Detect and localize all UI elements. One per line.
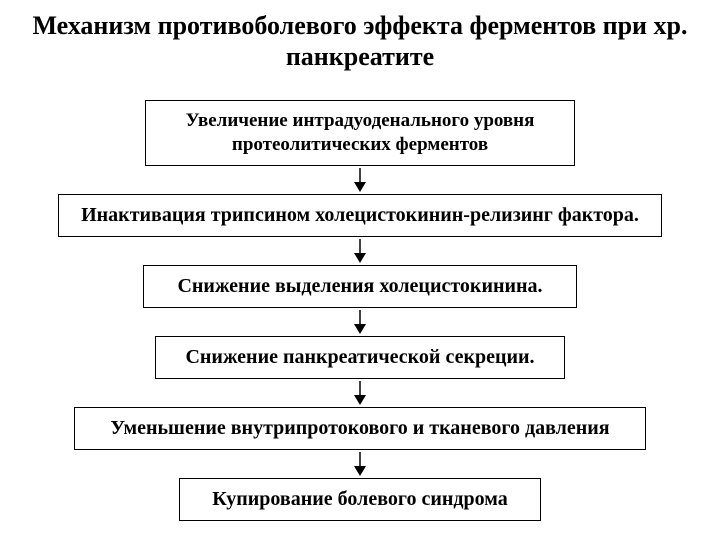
flow-box-1: Инактивация трипсином холецистокинин-рел… bbox=[58, 194, 662, 237]
flow-box-0-text: Увеличение интрадуоденального уровня про… bbox=[164, 109, 556, 157]
flow-box-2: Снижение выделения холецистокинина. bbox=[143, 265, 577, 308]
flow-box-1-text: Инактивация трипсином холецистокинин-рел… bbox=[81, 203, 639, 228]
flow-box-5-text: Купирование болевого синдрома bbox=[212, 487, 508, 512]
flow-box-5: Купирование болевого синдрома bbox=[179, 478, 541, 521]
arrow-4 bbox=[353, 450, 367, 478]
arrow-0 bbox=[353, 166, 367, 194]
arrow-down-icon bbox=[353, 168, 367, 192]
arrow-3 bbox=[353, 379, 367, 407]
flow-box-4: Уменьшение внутрипротокового и тканевого… bbox=[74, 407, 646, 450]
page: Механизм противоболевого эффекта фермент… bbox=[0, 0, 720, 540]
flow-box-4-text: Уменьшение внутрипротокового и тканевого… bbox=[110, 416, 609, 441]
diagram-title: Механизм противоболевого эффекта фермент… bbox=[0, 10, 720, 72]
arrow-1 bbox=[353, 237, 367, 265]
arrow-down-icon bbox=[353, 381, 367, 405]
flow-box-0: Увеличение интрадуоденального уровня про… bbox=[145, 100, 575, 166]
flow-box-3: Снижение панкреатической секреции. bbox=[155, 336, 565, 379]
flow-box-2-text: Снижение выделения холецистокинина. bbox=[177, 274, 542, 299]
arrow-down-icon bbox=[353, 310, 367, 334]
flow-box-3-text: Снижение панкреатической секреции. bbox=[185, 345, 534, 370]
arrow-2 bbox=[353, 308, 367, 336]
arrow-down-icon bbox=[353, 452, 367, 476]
arrow-down-icon bbox=[353, 239, 367, 263]
